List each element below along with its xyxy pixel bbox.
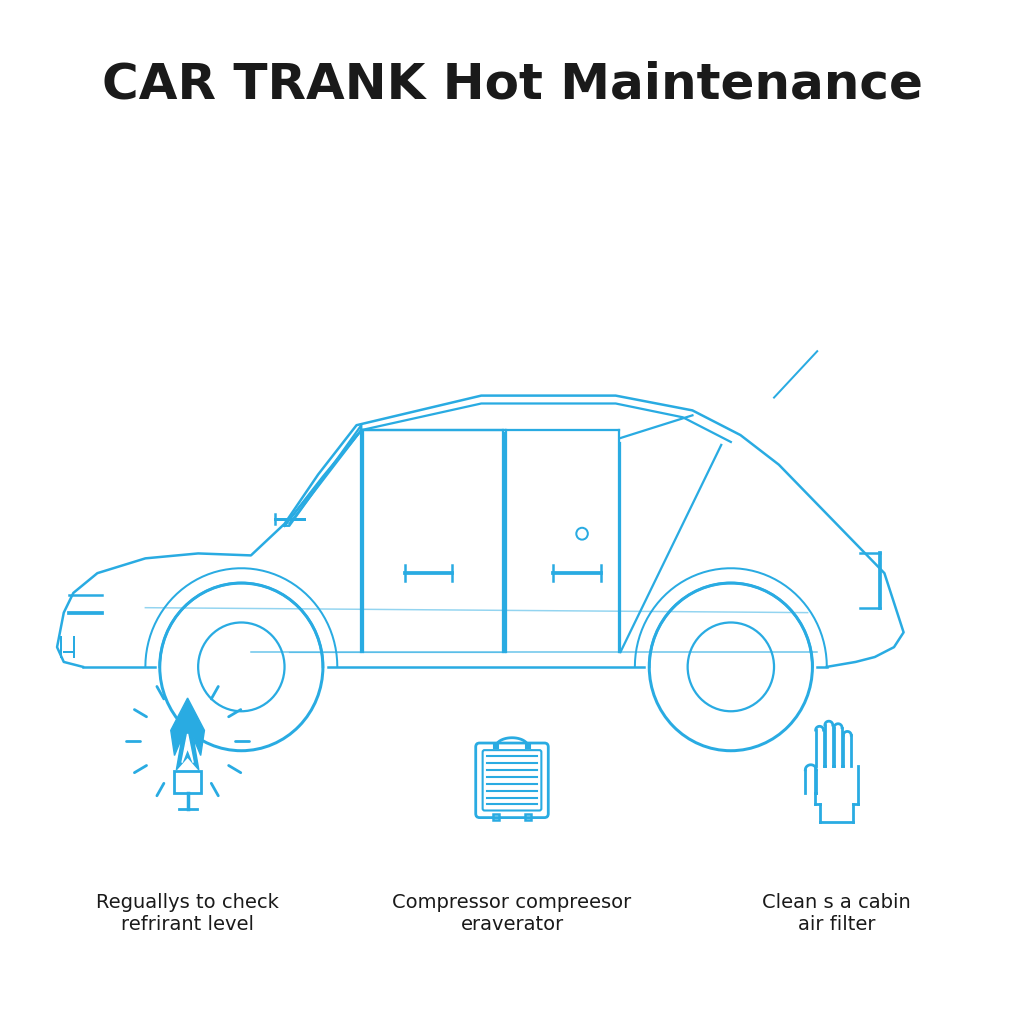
Text: CAR TRANK Hot Maintenance: CAR TRANK Hot Maintenance (101, 60, 923, 109)
Bar (174, 771, 202, 793)
Bar (526, 745, 530, 749)
Text: Clean s a cabin
air filter: Clean s a cabin air filter (762, 893, 910, 934)
Bar (525, 814, 531, 820)
Polygon shape (182, 734, 194, 763)
Bar (493, 814, 499, 820)
Text: Compressor compreesor
eraverator: Compressor compreesor eraverator (392, 893, 632, 934)
Bar (494, 745, 498, 749)
Polygon shape (171, 698, 205, 770)
Text: Reguallys to check
refrirant level: Reguallys to check refrirant level (96, 893, 279, 934)
